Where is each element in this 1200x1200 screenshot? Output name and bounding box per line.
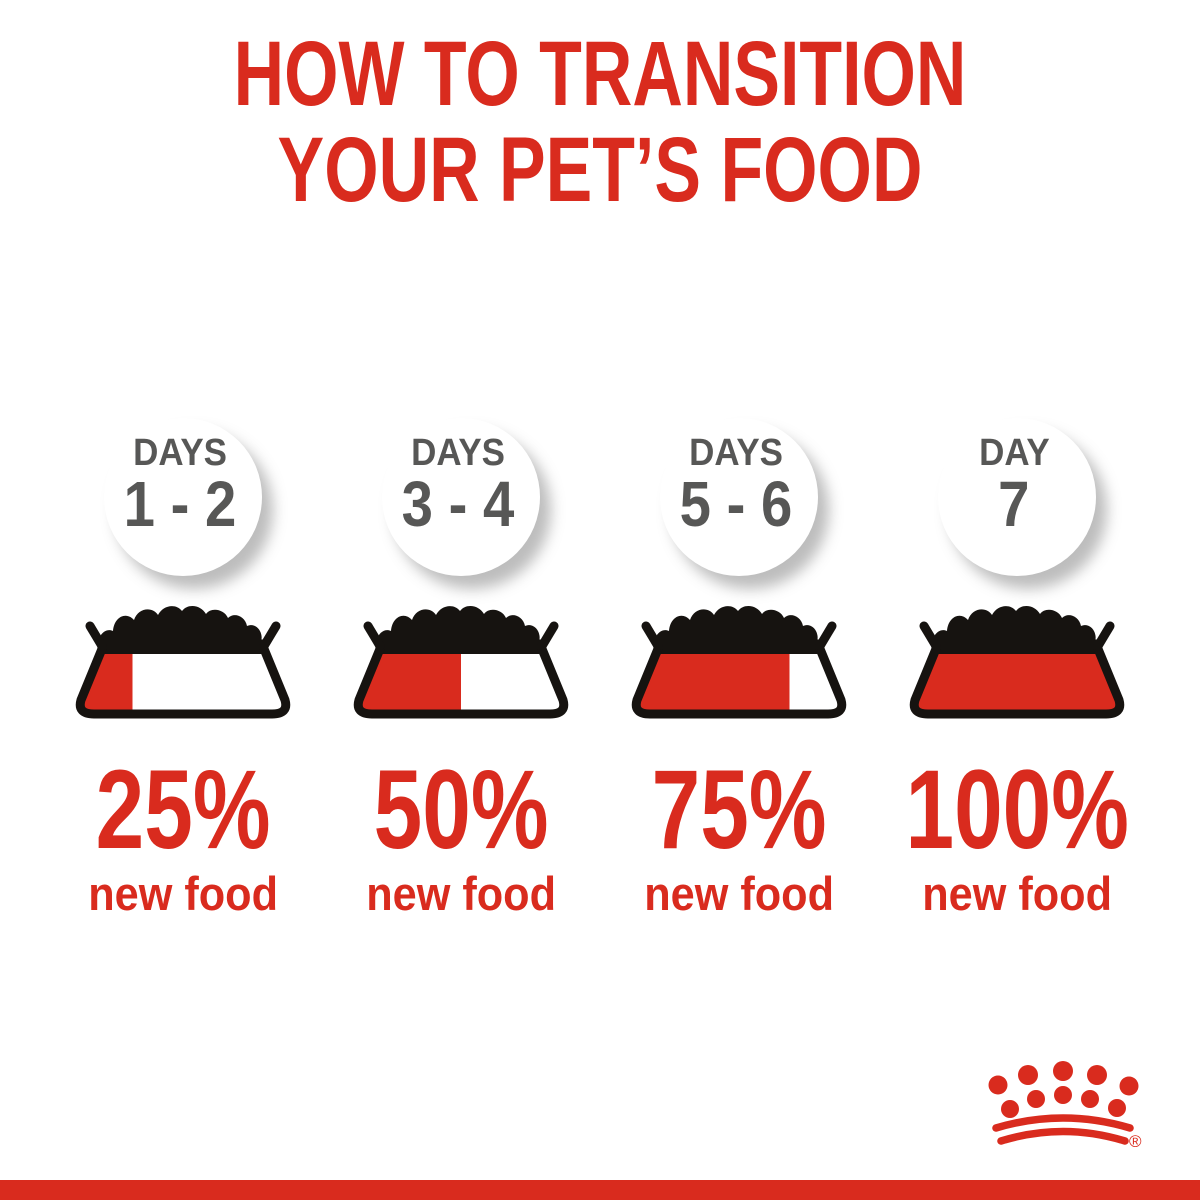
page-title: HOW TO TRANSITION YOUR PET’S FOOD: [0, 26, 1200, 218]
step-days-3-4: DAYS 3 - 4 50% new food: [322, 418, 600, 920]
percent-new-food: 50%: [373, 747, 549, 872]
pet-bowl-icon: [68, 602, 298, 722]
step-days-5-6: DAYS 5 - 6 75% new food: [600, 418, 878, 920]
title-line-2: YOUR PET’S FOOD: [277, 119, 923, 221]
percent-caption: new food: [366, 867, 556, 920]
svg-text:®: ®: [1129, 1132, 1142, 1151]
day-badge: DAYS 3 - 4: [382, 418, 540, 576]
day-range: 1 - 2: [123, 468, 237, 540]
day-range: 7: [998, 468, 1030, 540]
day-range: 5 - 6: [679, 468, 793, 540]
step-day-7: DAY 7 100% new food: [878, 418, 1156, 920]
bottom-red-strip: [0, 1180, 1200, 1200]
transition-steps: DAYS 1 - 2 25% new food DAYS 3 - 4: [44, 418, 1156, 920]
day-badge: DAYS 1 - 2: [104, 418, 262, 576]
percent-caption: new food: [644, 867, 834, 920]
day-range: 3 - 4: [401, 468, 515, 540]
pet-bowl-icon: [346, 602, 576, 722]
day-label: DAYS: [133, 432, 227, 474]
day-label: DAY: [978, 432, 1050, 474]
percent-caption: new food: [88, 867, 278, 920]
pet-bowl-icon: [902, 602, 1132, 722]
percent-new-food: 25%: [95, 747, 271, 872]
step-days-1-2: DAYS 1 - 2 25% new food: [44, 418, 322, 920]
title-line-1: HOW TO TRANSITION: [233, 23, 967, 125]
day-badge: DAYS 5 - 6: [660, 418, 818, 576]
percent-new-food: 75%: [651, 747, 827, 872]
day-label: DAYS: [689, 432, 783, 474]
percent-new-food: 100%: [905, 747, 1129, 872]
percent-caption: new food: [922, 867, 1112, 920]
royal-canin-crown-logo: ®: [980, 1048, 1150, 1158]
day-badge: DAY 7: [938, 418, 1096, 576]
pet-bowl-icon: [624, 602, 854, 722]
day-label: DAYS: [411, 432, 505, 474]
